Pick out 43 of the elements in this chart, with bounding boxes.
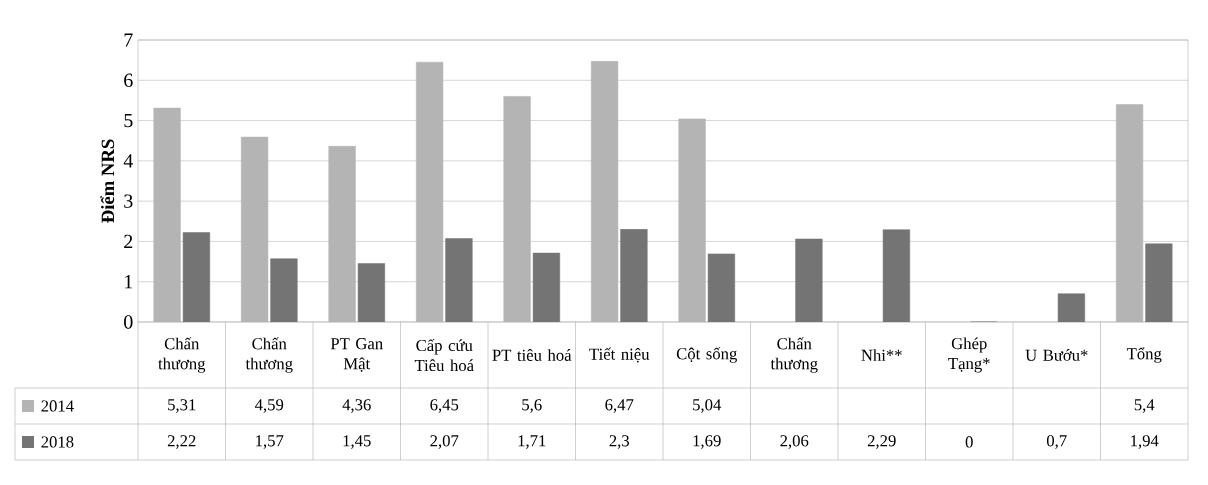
x-tick-label: Tổng xyxy=(1126,347,1162,363)
y-tick-label: 1 xyxy=(125,275,133,289)
data-label: 1,71 xyxy=(518,435,546,449)
data-label: 5,04 xyxy=(693,399,722,413)
y-tick-label: 4 xyxy=(123,154,133,168)
data-label: 2,07 xyxy=(430,435,459,449)
data-label: 2,3 xyxy=(609,435,630,449)
y-tick-label: 3 xyxy=(124,194,133,208)
legend-label: 2014 xyxy=(41,400,74,412)
data-label: 1,69 xyxy=(693,435,721,449)
y-tick-label: 0 xyxy=(124,315,133,329)
x-tick-label: Tiết niệu xyxy=(589,347,650,363)
data-label: 4,59 xyxy=(255,399,284,413)
x-tick-label: U Bướu* xyxy=(1025,349,1088,361)
data-label: 5,31 xyxy=(168,399,196,413)
x-tick-label: Chấn thương xyxy=(158,337,206,373)
data-label: 1,45 xyxy=(343,435,371,449)
x-tick-label: Chấn thương xyxy=(245,337,293,373)
x-tick-label: Cột sống xyxy=(676,347,737,363)
data-label: 2,06 xyxy=(780,435,809,449)
y-axis-title: Điểm NRS xyxy=(100,139,115,223)
data-label: 6,45 xyxy=(430,399,459,413)
data-label: 5,6 xyxy=(522,399,542,413)
data-label: 0,7 xyxy=(1046,435,1067,449)
y-tick-label: 6 xyxy=(124,73,133,87)
data-label: 4,36 xyxy=(342,399,371,413)
data-label: 5,4 xyxy=(1134,399,1155,413)
data-label: 2,29 xyxy=(867,435,896,449)
data-label: 6,47 xyxy=(605,399,634,413)
y-tick-label: 2 xyxy=(124,234,133,249)
data-label: 0 xyxy=(965,436,973,448)
x-tick-label: PT tiêu hoá xyxy=(492,349,572,361)
x-tick-label: Cấp cứu Tiêu hoá xyxy=(414,338,474,372)
x-tick-label: PT Gan Mật xyxy=(330,338,383,372)
x-tick-label: Nhi** xyxy=(861,349,902,361)
x-tick-label: Ghép Tạng* xyxy=(948,337,990,373)
y-tick-label: 5 xyxy=(124,113,133,128)
y-tick-label: 7 xyxy=(124,33,133,47)
legend-label: 2018 xyxy=(41,436,74,448)
data-label: 1,57 xyxy=(256,435,284,449)
data-label: 1,94 xyxy=(1131,435,1159,449)
data-label: 2,22 xyxy=(167,435,196,449)
x-tick-label: Chấn thương xyxy=(770,337,818,373)
